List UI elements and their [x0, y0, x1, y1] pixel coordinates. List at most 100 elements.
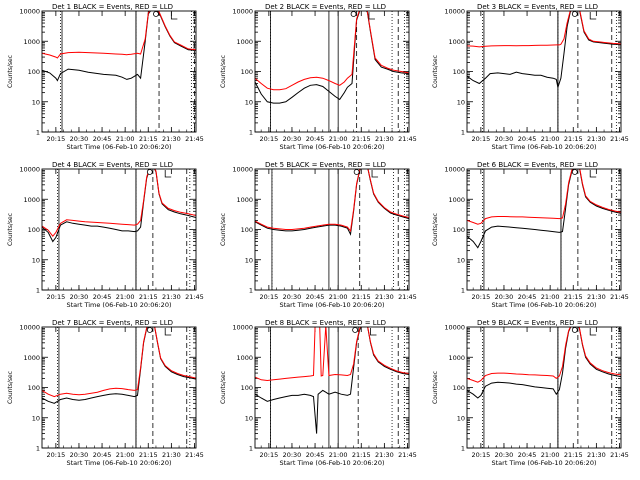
plot-frame [466, 168, 622, 291]
panel-det-8: 1 10 100 1000 10000 20:15 20:30 20:45 21:00 21:15… [220, 319, 417, 467]
x-tick-label: 21:45 [610, 135, 629, 143]
panel-title: Det 9 BLACK = Events, RED = LLD [477, 319, 598, 327]
y-tick-label: 10 [245, 256, 253, 264]
series-line-lld [42, 169, 196, 238]
x-tick-label: 21:45 [610, 293, 629, 301]
plot-frame [466, 10, 622, 133]
panel-title: Det 4 BLACK = Events, RED = LLD [52, 161, 173, 169]
y-tick-label: 10000 [19, 166, 40, 174]
x-tick-label: 20:45 [93, 293, 112, 301]
peak-marker [571, 169, 578, 175]
y-tick-label: 10 [457, 414, 465, 422]
x-axis-label: Start Time (06-Feb-10 20:06:20) [280, 459, 385, 467]
series-line-events [255, 327, 409, 434]
x-tick-label: 21:00 [541, 293, 560, 301]
y-tick-label: 10000 [19, 324, 40, 332]
y-tick-label: 1000 [448, 354, 465, 362]
x-axis-label: Start Time (06-Feb-10 20:06:20) [280, 143, 385, 151]
y-tick-label: 1 [36, 445, 40, 453]
x-tick-label: 21:00 [116, 135, 135, 143]
x-tick-label: 20:45 [518, 135, 537, 143]
y-tick-label: 100 [453, 68, 465, 76]
x-tick-label: 21:45 [398, 293, 417, 301]
series-line-events [467, 327, 621, 399]
y-tick-label: 100 [28, 68, 40, 76]
x-tick-label: 21:00 [329, 451, 348, 459]
x-tick-label: 21:45 [185, 135, 204, 143]
y-tick-label: 1000 [23, 196, 40, 204]
y-tick-label: 10000 [444, 166, 465, 174]
panel-det-5: 1 10 100 1000 10000 20:15 20:30 20:45 21:00 21:15… [220, 161, 417, 309]
x-tick-label: 21:45 [398, 451, 417, 459]
y-axis-label: Counts/sec [220, 371, 227, 404]
y-tick-label: 1 [36, 287, 40, 295]
x-tick-label: 21:30 [375, 293, 394, 301]
x-axis-label: Start Time (06-Feb-10 20:06:20) [492, 459, 597, 467]
panel-title: Det 2 BLACK = Events, RED = LLD [265, 3, 386, 11]
x-tick-label: 20:45 [518, 293, 537, 301]
peak-marker [153, 11, 159, 17]
y-axis-label: Counts/sec [220, 55, 227, 88]
x-tick-label: 21:15 [564, 293, 583, 301]
series-line-events [42, 169, 196, 243]
series-line-events [42, 11, 196, 82]
range-bracket [370, 328, 377, 336]
y-tick-label: 10 [457, 256, 465, 264]
series-group [42, 169, 196, 243]
y-tick-label: 100 [28, 226, 40, 234]
series-line-lld [467, 327, 621, 383]
series-line-lld [467, 11, 621, 48]
x-tick-label: 20:45 [306, 451, 325, 459]
y-tick-label: 1 [249, 287, 253, 295]
x-tick-label: 20:45 [306, 293, 325, 301]
panel-det-4: 1 10 100 1000 10000 20:15 20:30 20:45 21:00 21:15… [7, 161, 204, 309]
series-group [255, 327, 409, 434]
y-tick-label: 100 [453, 226, 465, 234]
panel-det-2: 1 10 100 1000 10000 20:15 20:30 20:45 21:00 21:15… [220, 3, 417, 151]
y-tick-label: 1 [461, 445, 465, 453]
x-axis-label: Start Time (06-Feb-10 20:06:20) [492, 301, 597, 309]
y-tick-label: 10 [457, 98, 465, 106]
x-tick-label: 21:30 [375, 135, 394, 143]
peak-marker [353, 169, 360, 175]
x-tick-label: 20:45 [518, 451, 537, 459]
plot-frame [41, 168, 197, 291]
y-axis-label: Counts/sec [7, 55, 14, 88]
peak-marker [350, 11, 357, 17]
x-axis-label: Start Time (06-Feb-10 20:06:20) [492, 143, 597, 151]
range-bracket [170, 12, 178, 20]
x-tick-label: 21:45 [185, 451, 204, 459]
x-tick-label: 20:15 [259, 135, 278, 143]
plot-frame [41, 10, 197, 133]
range-bracket [164, 170, 172, 178]
x-tick-label: 21:15 [139, 135, 158, 143]
y-tick-label: 1 [36, 129, 40, 137]
y-axis-label: Counts/sec [220, 213, 227, 246]
panel-det-1: 1 10 100 1000 10000 20:15 20:30 20:45 21:00 21:15… [7, 3, 204, 151]
y-tick-label: 10 [32, 256, 40, 264]
y-tick-label: 10000 [232, 324, 253, 332]
x-tick-label: 21:30 [162, 451, 181, 459]
x-tick-label: 21:30 [162, 293, 181, 301]
x-tick-label: 20:30 [70, 293, 89, 301]
x-tick-label: 20:30 [495, 135, 514, 143]
y-tick-label: 1 [249, 445, 253, 453]
panel-det-3: 1 10 100 1000 10000 20:15 20:30 20:45 21:00 21:15… [432, 3, 629, 151]
x-tick-label: 20:15 [259, 451, 278, 459]
y-tick-label: 1 [461, 287, 465, 295]
panel-title: Det 6 BLACK = Events, RED = LLD [477, 161, 598, 169]
x-tick-label: 20:45 [93, 135, 112, 143]
y-tick-label: 10000 [232, 166, 253, 174]
x-tick-label: 20:30 [283, 451, 302, 459]
x-tick-label: 21:30 [587, 293, 606, 301]
plot-frame [254, 326, 410, 449]
range-bracket [589, 170, 597, 178]
x-tick-label: 21:15 [352, 293, 371, 301]
series-line-lld [467, 169, 621, 225]
y-tick-label: 1000 [23, 354, 40, 362]
x-tick-label: 20:15 [471, 293, 490, 301]
x-tick-label: 20:15 [46, 451, 65, 459]
x-tick-label: 20:15 [46, 135, 65, 143]
x-tick-label: 20:15 [259, 293, 278, 301]
x-tick-label: 21:15 [139, 451, 158, 459]
